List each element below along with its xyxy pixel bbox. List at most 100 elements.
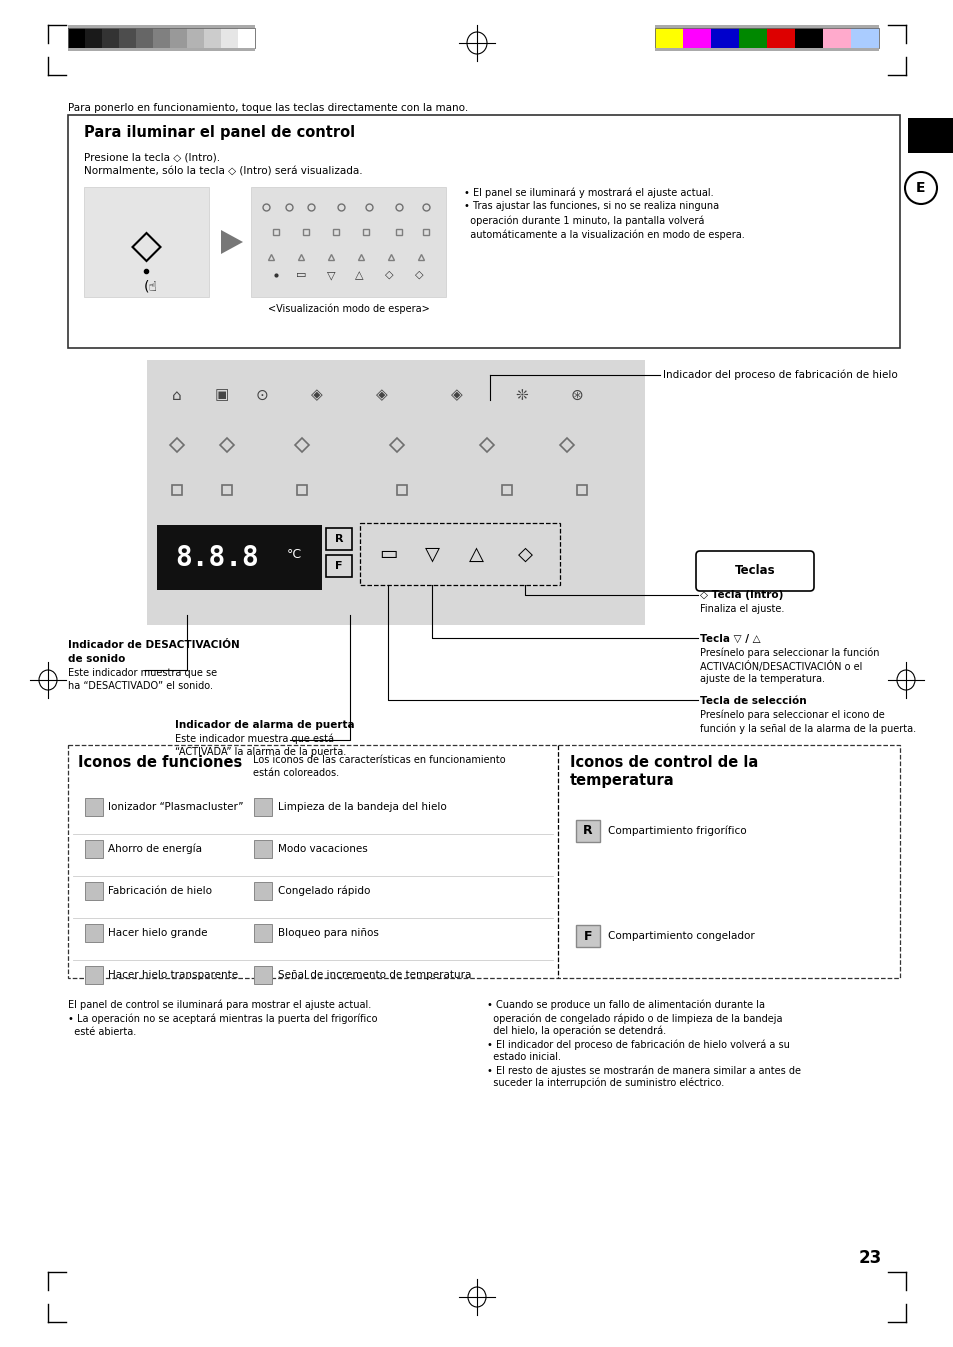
Text: • Cuando se produce un fallo de alimentación durante la: • Cuando se produce un fallo de alimenta… [486,999,764,1010]
Text: de sonido: de sonido [68,655,125,664]
Bar [204,28,221,48]
Bar [655,28,878,48]
Text: Indicador del proceso de fabricación de hielo: Indicador del proceso de fabricación de … [662,369,897,380]
Bar [326,528,352,550]
Text: ▣: ▣ [214,388,229,403]
Text: ◇ Tecla (Intro): ◇ Tecla (Intro) [700,590,782,599]
Text: Presínelo para seleccionar el icono de: Presínelo para seleccionar el icono de [700,710,883,721]
Text: operación de congelado rápido o de limpieza de la bandeja: operación de congelado rápido o de limpi… [486,1013,781,1024]
Bar [68,745,899,978]
Bar [136,28,152,48]
Text: Modo vacaciones: Modo vacaciones [277,845,367,854]
Text: automáticamente a la visualización en modo de espera.: automáticamente a la visualización en mo… [463,229,744,240]
Text: • El indicador del proceso de fabricación de hielo volverá a su: • El indicador del proceso de fabricació… [486,1039,789,1049]
Text: Para iluminar el panel de control: Para iluminar el panel de control [84,125,355,140]
Bar [68,48,254,51]
Text: △: △ [355,269,363,280]
Text: temperatura: temperatura [569,773,674,788]
Text: ◇: ◇ [384,269,393,280]
Text: • El resto de ajustes se mostrarán de manera similar a antes de: • El resto de ajustes se mostrarán de ma… [486,1065,801,1075]
Bar [68,28,254,48]
Bar [85,924,103,942]
Text: están coloreados.: están coloreados. [253,768,338,779]
Text: • El panel se iluminará y mostrará el ajuste actual.: • El panel se iluminará y mostrará el aj… [463,187,713,198]
Bar [170,28,187,48]
Bar [682,28,710,48]
Text: E: E [915,180,924,195]
Bar [119,28,136,48]
Text: Iconos de funciones: Iconos de funciones [78,756,242,770]
Text: Este indicador muestra que se: Este indicador muestra que se [68,668,217,678]
Text: Fabricación de hielo: Fabricación de hielo [108,886,212,896]
Bar [326,555,352,577]
Text: ◇: ◇ [517,544,532,563]
Bar [739,28,766,48]
Text: (☝: (☝ [143,279,157,294]
Text: ha “DESACTIVADO” el sonido.: ha “DESACTIVADO” el sonido. [68,682,213,691]
Text: Señal de incremento de temperatura: Señal de incremento de temperatura [277,970,471,981]
Bar [221,28,237,48]
Text: Limpieza de la bandeja del hielo: Limpieza de la bandeja del hielo [277,801,446,812]
Text: El panel de control se iluminará para mostrar el ajuste actual.: El panel de control se iluminará para mo… [68,999,371,1010]
Bar [766,28,794,48]
Bar [253,966,272,985]
Text: “ACTIVADA” la alarma de la puerta.: “ACTIVADA” la alarma de la puerta. [174,748,346,757]
Bar [152,28,170,48]
Text: Tecla de selección: Tecla de selección [700,696,806,706]
Text: Hacer hielo grande: Hacer hielo grande [108,928,208,938]
Text: ◈: ◈ [375,388,388,403]
Bar [237,28,254,48]
Text: Compartimiento congelador: Compartimiento congelador [607,931,754,942]
Text: Tecla ▽ / △: Tecla ▽ / △ [700,634,760,644]
Bar [907,119,953,154]
Text: Presione la tecla ◇ (Intro).: Presione la tecla ◇ (Intro). [84,154,220,163]
Text: Este indicador muestra que está: Este indicador muestra que está [174,734,334,745]
Text: ▽: ▽ [424,544,439,563]
Bar [85,28,102,48]
Bar [576,820,599,842]
Text: Finaliza el ajuste.: Finaliza el ajuste. [700,603,783,614]
Bar [822,28,850,48]
Text: estado inicial.: estado inicial. [486,1052,560,1061]
Bar [102,28,119,48]
Text: ACTIVACIÓN/DESACTIVACIÓN o el: ACTIVACIÓN/DESACTIVACIÓN o el [700,661,862,672]
Bar [655,26,878,28]
Text: °C: °C [287,548,302,562]
Bar [68,26,254,28]
Text: Para ponerlo en funcionamiento, toque las teclas directamente con la mano.: Para ponerlo en funcionamiento, toque la… [68,102,468,113]
Bar [253,797,272,816]
Text: ⌂: ⌂ [172,388,182,403]
Bar [68,28,85,48]
Bar [253,882,272,900]
Bar [85,882,103,900]
Text: ▽: ▽ [327,269,335,280]
Bar [253,841,272,858]
Text: del hielo, la operación se detendrá.: del hielo, la operación se detendrá. [486,1026,665,1036]
Bar [147,360,644,625]
Text: Hacer hielo transparente: Hacer hielo transparente [108,970,238,981]
Polygon shape [221,230,243,255]
Bar [68,114,899,348]
Bar [84,187,209,296]
Bar [187,28,204,48]
Text: Presínelo para seleccionar la función: Presínelo para seleccionar la función [700,648,879,659]
Text: Congelado rápido: Congelado rápido [277,886,370,896]
Circle shape [904,172,936,203]
Text: F: F [335,560,342,571]
Bar [576,925,599,947]
Bar [359,523,559,585]
Text: Normalmente, sólo la tecla ◇ (Intro) será visualizada.: Normalmente, sólo la tecla ◇ (Intro) ser… [84,167,362,176]
Text: ajuste de la temperatura.: ajuste de la temperatura. [700,674,824,684]
Text: esté abierta.: esté abierta. [68,1026,136,1037]
Text: Ionizador “Plasmacluster”: Ionizador “Plasmacluster” [108,801,243,812]
Text: • Tras ajustar las funciones, si no se realiza ninguna: • Tras ajustar las funciones, si no se r… [463,201,719,211]
Text: función y la señal de la alarma de la puerta.: función y la señal de la alarma de la pu… [700,723,915,734]
Bar [794,28,822,48]
Text: ◈: ◈ [311,388,322,403]
Text: ⊙: ⊙ [255,388,268,403]
Text: ❊: ❊ [515,388,528,403]
Bar [157,525,322,590]
Text: suceder la interrupción de suministro eléctrico.: suceder la interrupción de suministro el… [486,1078,723,1088]
Bar [85,797,103,816]
Text: Bloqueo para niños: Bloqueo para niños [277,928,378,938]
